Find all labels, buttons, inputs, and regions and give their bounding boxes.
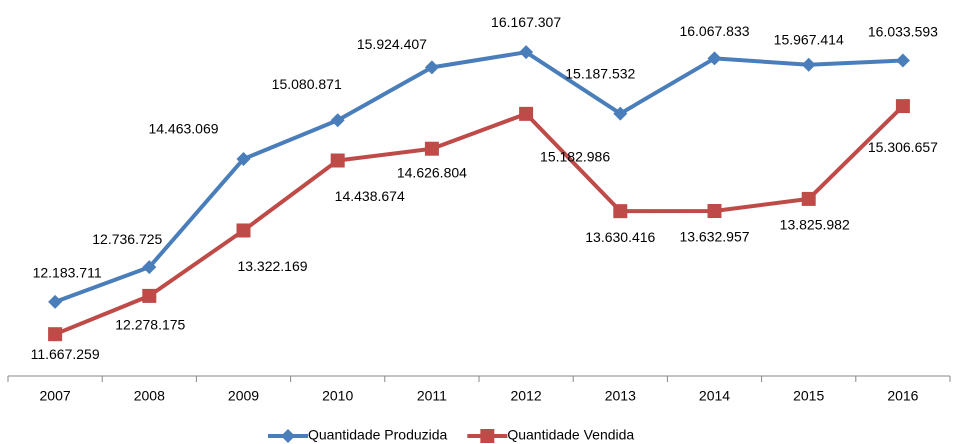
marker — [142, 260, 157, 275]
marker — [236, 223, 251, 238]
marker — [330, 153, 345, 168]
x-tick-label: 2016 — [887, 388, 918, 404]
data-label: 13.632.957 — [679, 229, 749, 245]
marker — [707, 51, 722, 66]
marker — [519, 45, 534, 60]
data-label: 16.067.833 — [679, 23, 749, 39]
data-label: 12.183.711 — [33, 265, 102, 281]
data-label: 12.278.175 — [115, 317, 185, 333]
marker — [895, 99, 910, 114]
marker — [613, 204, 628, 219]
marker — [480, 429, 495, 443]
marker — [424, 60, 439, 75]
x-tick-label: 2015 — [793, 388, 824, 404]
series-line — [54, 50, 903, 304]
data-label: 14.438.674 — [335, 188, 405, 204]
marker — [142, 288, 157, 303]
marker — [236, 151, 251, 166]
x-tick-label: 2009 — [228, 388, 259, 404]
marker — [519, 106, 534, 121]
data-label: 11.667.259 — [31, 346, 100, 362]
legend-label: Quantidade Produzida — [308, 427, 448, 443]
data-label: 12.736.725 — [92, 231, 162, 247]
marker — [895, 53, 910, 68]
data-label: 16.167.307 — [491, 14, 561, 30]
marker — [707, 204, 722, 219]
marker — [424, 141, 439, 156]
data-label: 15.924.407 — [357, 36, 427, 52]
marker — [48, 327, 63, 342]
legend-label: Quantidade Vendida — [507, 427, 634, 443]
marker — [48, 294, 63, 309]
marker — [801, 57, 816, 72]
marker — [613, 106, 628, 121]
data-label: 13.825.982 — [780, 217, 850, 233]
x-tick-label: 2012 — [511, 388, 542, 404]
x-tick-label: 2007 — [40, 388, 71, 404]
marker — [281, 429, 295, 443]
x-tick-label: 2014 — [699, 388, 730, 404]
data-label: 13.630.416 — [585, 229, 655, 245]
data-label: 16.033.593 — [868, 23, 938, 39]
x-tick-label: 2013 — [605, 388, 636, 404]
marker — [330, 113, 345, 128]
x-tick-label: 2011 — [417, 388, 447, 404]
data-label: 13.322.169 — [237, 258, 307, 274]
x-tick-label: 2010 — [322, 388, 353, 404]
marker — [801, 191, 816, 206]
data-label: 15.306.657 — [868, 139, 938, 155]
data-label: 15.967.414 — [774, 31, 844, 47]
x-tick-label: 2008 — [134, 388, 165, 404]
data-label: 15.182.986 — [540, 149, 610, 165]
data-label: 15.187.532 — [565, 65, 635, 81]
data-label: 15.080.871 — [272, 76, 342, 92]
series-line — [54, 104, 905, 337]
data-label: 14.463.069 — [148, 121, 218, 137]
data-label: 14.626.804 — [397, 164, 467, 180]
